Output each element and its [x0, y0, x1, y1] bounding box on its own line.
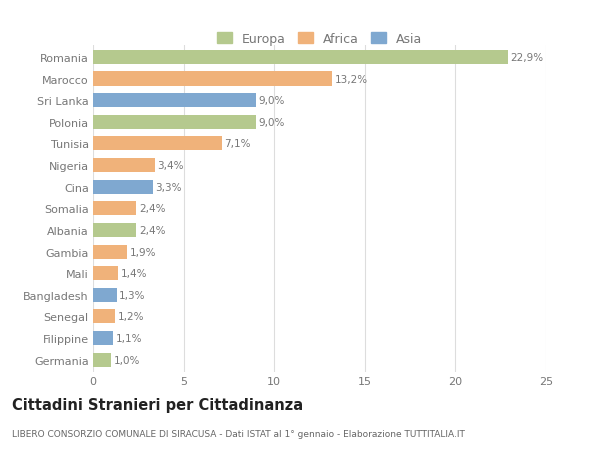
Bar	[93, 224, 136, 237]
Text: Cittadini Stranieri per Cittadinanza: Cittadini Stranieri per Cittadinanza	[12, 397, 303, 412]
Text: 1,2%: 1,2%	[118, 312, 144, 322]
Text: 9,0%: 9,0%	[259, 96, 285, 106]
Bar	[93, 180, 153, 194]
Bar	[93, 245, 127, 259]
Bar	[93, 51, 508, 65]
Bar	[93, 331, 113, 345]
Bar	[93, 267, 118, 280]
Bar	[93, 137, 221, 151]
Text: 22,9%: 22,9%	[511, 53, 544, 63]
Text: LIBERO CONSORZIO COMUNALE DI SIRACUSA - Dati ISTAT al 1° gennaio - Elaborazione : LIBERO CONSORZIO COMUNALE DI SIRACUSA - …	[12, 429, 465, 438]
Bar	[93, 310, 115, 324]
Text: 2,4%: 2,4%	[139, 204, 166, 214]
Text: 7,1%: 7,1%	[224, 139, 251, 149]
Bar	[93, 288, 116, 302]
Bar	[93, 353, 111, 367]
Text: 1,9%: 1,9%	[130, 247, 157, 257]
Text: 1,3%: 1,3%	[119, 290, 146, 300]
Text: 1,0%: 1,0%	[114, 355, 140, 365]
Text: 3,4%: 3,4%	[157, 161, 184, 171]
Text: 1,4%: 1,4%	[121, 269, 148, 279]
Text: 1,1%: 1,1%	[116, 333, 142, 343]
Bar	[93, 94, 256, 108]
Legend: Europa, Africa, Asia: Europa, Africa, Asia	[213, 29, 426, 50]
Text: 9,0%: 9,0%	[259, 118, 285, 128]
Text: 13,2%: 13,2%	[335, 74, 368, 84]
Bar	[93, 116, 256, 129]
Text: 2,4%: 2,4%	[139, 225, 166, 235]
Text: 3,3%: 3,3%	[155, 182, 182, 192]
Bar	[93, 202, 136, 216]
Bar	[93, 159, 155, 173]
Bar	[93, 73, 332, 86]
